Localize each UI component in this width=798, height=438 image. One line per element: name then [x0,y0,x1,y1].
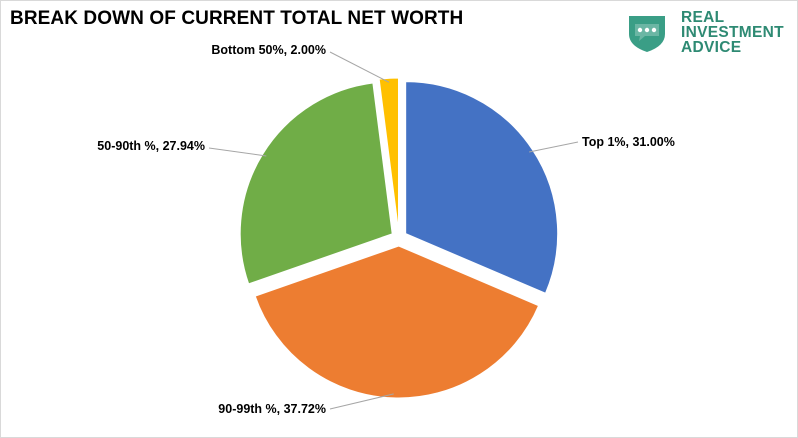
pie-slice-bottom-50 [378,77,399,231]
data-label: Bottom 50%, 2.00% [211,43,326,57]
pie-slice-90-99th [254,245,540,399]
brand-name: REAL INVESTMENT ADVICE [681,9,784,56]
brand-line-2: INVESTMENT [681,24,784,41]
data-label: 50-90th %, 27.94% [97,139,205,153]
leader-line [329,51,390,83]
brand-line-3: ADVICE [681,39,742,56]
data-label: Top 1%, 31.00% [582,135,675,149]
data-label: 90-99th %, 37.72% [218,402,326,416]
leader-line [529,141,579,153]
pie-slice-top-1 [405,81,559,294]
chart-title: BREAK DOWN OF CURRENT TOTAL NET WORTH [10,8,464,29]
brand-logo: REAL INVESTMENT ADVICE [625,9,785,56]
brand-line-1: REAL [681,9,725,26]
shield-chat-icon [629,16,665,52]
leader-line [329,393,394,410]
pie-slice-50-90th [239,82,393,285]
leader-line [208,147,267,157]
